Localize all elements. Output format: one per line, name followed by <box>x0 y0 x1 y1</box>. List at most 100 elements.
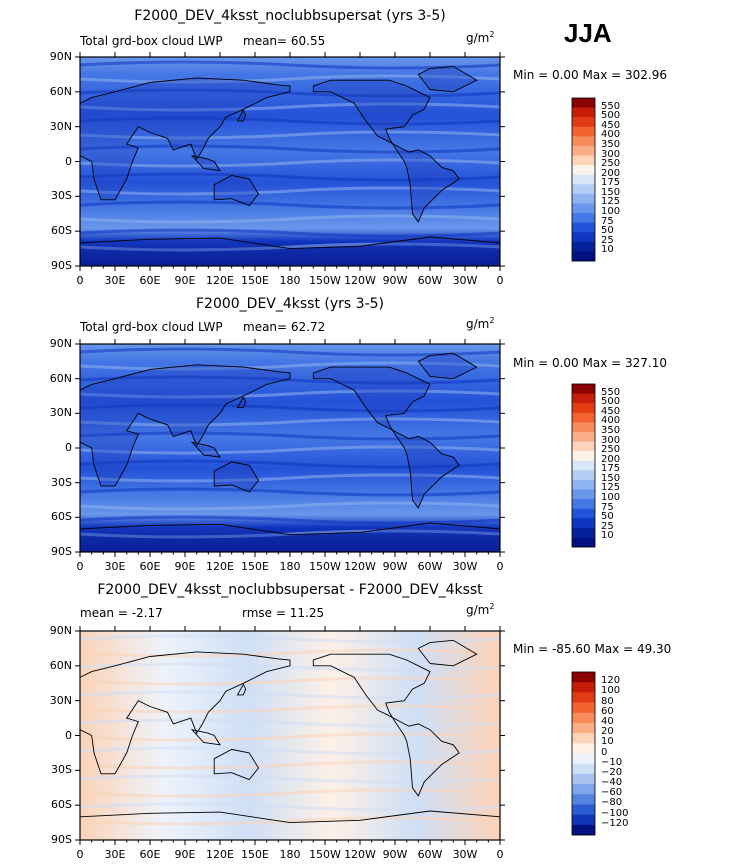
contour-band <box>79 487 501 497</box>
x-tick-label: 0 <box>496 274 504 287</box>
x-tick-label: 90W <box>382 560 408 573</box>
colorbar-swatch <box>572 241 595 252</box>
y-tick-label: 90N <box>49 337 72 350</box>
colorbar-swatch <box>572 489 595 500</box>
panel-center-label: mean= 60.55 <box>243 34 326 48</box>
y-tick-label: 90S <box>51 833 72 846</box>
colorbar-label: −120 <box>601 817 629 829</box>
y-tick-label: 30N <box>49 119 72 133</box>
colorbar-label: 500 <box>601 110 621 122</box>
contour-band <box>79 718 501 728</box>
colorbar-label: 350 <box>601 424 621 436</box>
coastline <box>190 728 221 746</box>
season-label: JJA <box>564 18 612 48</box>
x-tick-label: 0 <box>496 848 504 861</box>
colorbar-label: 20 <box>601 726 614 738</box>
contour-band <box>79 760 501 770</box>
x-tick-label: 60W <box>417 274 443 287</box>
x-tick-label: 60W <box>417 560 443 573</box>
x-tick-label: 150W <box>309 274 341 287</box>
x-tick-label: 60E <box>139 274 161 287</box>
colorbar-label: 200 <box>601 167 621 179</box>
y-tick-label: 90S <box>51 259 72 272</box>
coastline <box>79 364 291 487</box>
contour-band <box>79 214 501 224</box>
colorbar-swatch <box>572 203 595 214</box>
colorbar-label: −20 <box>601 766 623 778</box>
colorbar-label: −60 <box>601 787 623 799</box>
colorbar-label: 550 <box>601 100 621 112</box>
contour-band <box>79 634 501 644</box>
colorbar-swatch <box>572 393 595 404</box>
coastline <box>236 396 247 409</box>
colorbar-label: 0 <box>601 746 608 758</box>
contour-band <box>79 473 501 483</box>
x-tick-label: 150W <box>309 848 341 861</box>
colorbar-swatch <box>572 824 595 836</box>
x-tick-label: 120E <box>206 848 234 861</box>
x-tick-label: 120W <box>344 560 376 573</box>
y-tick-label: 90N <box>49 624 72 637</box>
colorbar-label: −40 <box>601 777 623 789</box>
panel-title: F2000_DEV_4ksst_noclubbsupersat - F2000_… <box>97 582 483 598</box>
x-tick-label: 30W <box>452 848 478 861</box>
colorbar-frame <box>571 97 596 262</box>
colorbar-label: 250 <box>601 444 621 456</box>
coastline <box>417 352 478 380</box>
colorbar-swatch <box>572 98 595 108</box>
x-tick-label: 0 <box>76 560 84 573</box>
x-tick-label: 150E <box>241 560 269 573</box>
x-tick-label: 30E <box>104 274 126 287</box>
panel-left-label: mean = -2.17 <box>80 606 163 620</box>
contour-band <box>79 704 501 714</box>
coastlines <box>79 352 501 553</box>
colorbar-swatch <box>572 451 595 462</box>
colorbar-swatch <box>572 117 595 128</box>
colorbar-swatch <box>572 537 595 548</box>
x-tick-label: 120W <box>344 274 376 287</box>
x-tick-label: 90W <box>382 274 408 287</box>
colorbar-label: 50 <box>601 511 614 523</box>
panel-left-label: Total grd-box cloud LWP <box>80 320 223 334</box>
x-tick-label: 30W <box>452 560 478 573</box>
x-tick-label: 30E <box>104 848 126 861</box>
contour-band <box>79 102 501 112</box>
units-exponent: 2 <box>489 316 495 325</box>
panel-title: F2000_DEV_4ksst_noclubbsupersat (yrs 3-5… <box>134 8 446 24</box>
x-tick-label: 30E <box>104 560 126 573</box>
minmax-label: Min = 0.00 Max = 302.96 <box>513 68 667 82</box>
x-tick-label: 180 <box>279 848 301 861</box>
colorbar-swatch <box>572 422 595 433</box>
colorbar-swatch <box>572 126 595 137</box>
colorbar-frame <box>571 671 596 836</box>
colorbar-label: 25 <box>601 520 614 532</box>
colorbar-swatch <box>572 184 595 195</box>
contour-band <box>79 116 501 126</box>
contour-band <box>79 417 501 427</box>
colorbar-label: 175 <box>601 463 621 475</box>
contour-band <box>79 816 501 826</box>
colorbar-swatch <box>572 174 595 185</box>
x-tick-label: 90E <box>174 274 196 287</box>
colorbar-swatch <box>572 165 595 176</box>
contour-band <box>79 375 501 385</box>
coastline <box>236 683 247 696</box>
contour-band <box>79 746 501 756</box>
x-tick-label: 0 <box>76 848 84 861</box>
coastline <box>312 79 460 223</box>
x-tick-label: 150E <box>241 848 269 861</box>
colorbar-label: 150 <box>601 472 621 484</box>
colorbar-label: 80 <box>601 695 614 707</box>
colorbar-swatch <box>572 518 595 529</box>
coastline <box>417 639 478 667</box>
panel-title: F2000_DEV_4ksst (yrs 3-5) <box>195 296 384 312</box>
colorbar-swatch <box>572 682 595 693</box>
x-tick-label: 180 <box>279 274 301 287</box>
colorbar-label: 100 <box>601 492 621 504</box>
y-tick-label: 0 <box>65 441 72 454</box>
x-tick-label: 60E <box>139 560 161 573</box>
contour-band <box>79 361 501 371</box>
y-tick-label: 30S <box>51 763 72 777</box>
colorbar-label: 350 <box>601 138 621 150</box>
